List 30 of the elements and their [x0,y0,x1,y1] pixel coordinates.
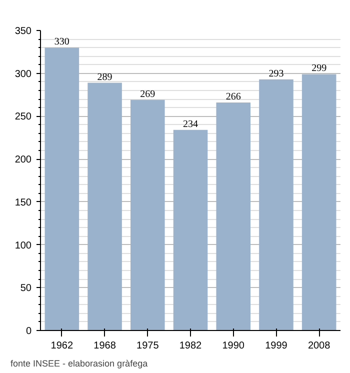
data-label: 293 [268,68,284,80]
x-tick-label: 1982 [179,340,202,352]
data-label: 299 [312,63,327,74]
bar [130,100,165,330]
data-label: 266 [226,92,241,102]
y-tick-label: 350 [14,26,32,37]
bar [302,74,336,330]
bar [88,82,122,330]
y-tick-label: 150 [14,197,32,208]
data-label: 269 [140,88,156,100]
x-tick-label: 1990 [222,340,245,352]
data-label: 234 [183,118,198,130]
y-tick-label: 100 [14,240,32,252]
x-tick-label: 2008 [308,340,331,352]
source-note: fonte INSEE - elaborasion gràfega [10,358,148,368]
data-label: 330 [54,36,70,48]
y-tick-label: 0 [26,326,32,337]
data-label: 289 [97,72,112,83]
y-tick-label: 200 [14,154,32,166]
x-tick-label: 1968 [94,340,116,352]
bar [173,130,208,330]
bar [259,79,294,330]
y-tick-label: 250 [14,112,32,123]
x-tick-label: 1975 [136,340,160,352]
x-tick-label: 1962 [50,340,74,352]
y-tick-label: 300 [14,68,32,80]
bar [44,48,80,330]
bar [216,102,250,330]
x-tick-label: 1999 [265,340,288,352]
y-tick-label: 50 [20,283,32,294]
